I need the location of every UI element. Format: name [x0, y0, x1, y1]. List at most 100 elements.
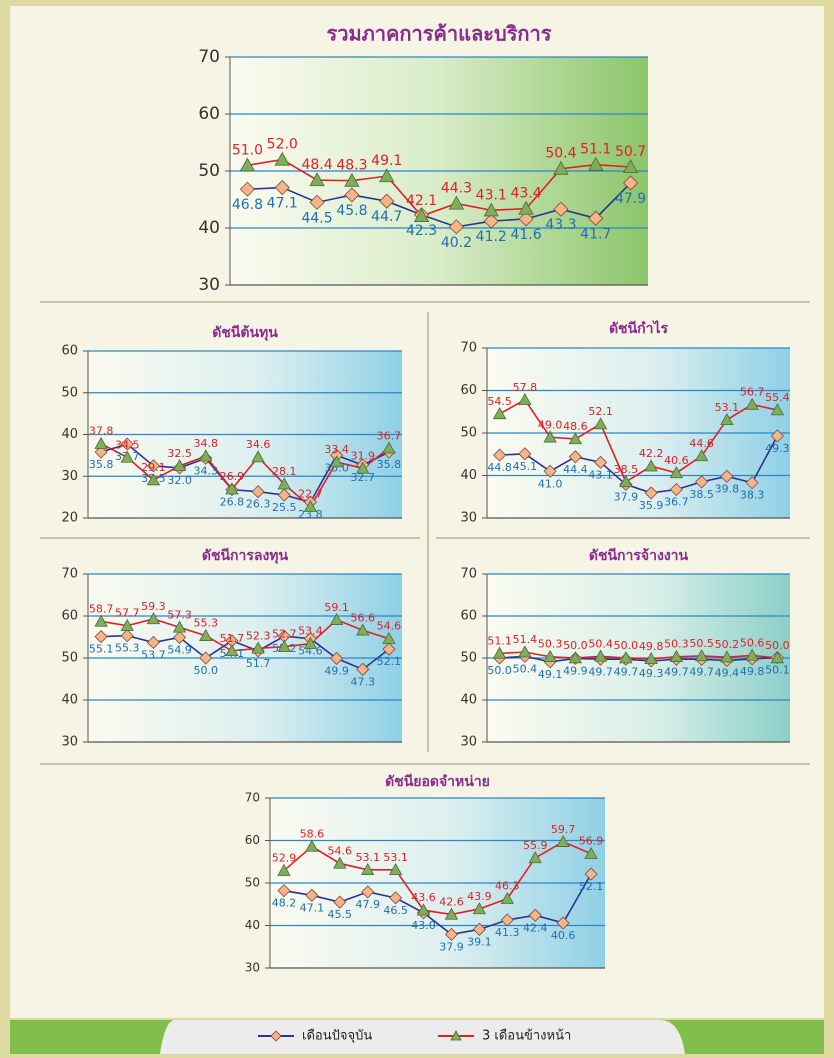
point-marker	[588, 156, 604, 171]
data-label: 58.7	[89, 602, 114, 615]
point-marker	[745, 648, 759, 661]
y-tick-label: 70	[245, 791, 260, 805]
data-label: 49.8	[740, 665, 765, 678]
data-label: 49.3	[765, 442, 790, 455]
point-marker	[448, 219, 464, 235]
point-marker	[303, 636, 318, 649]
y-tick-label: 30	[245, 961, 260, 975]
point-marker	[448, 195, 465, 210]
data-label: 50.0	[614, 639, 639, 652]
data-label: 47.1	[300, 901, 325, 914]
point-marker	[413, 208, 430, 223]
y-tick-label: 50	[460, 426, 477, 441]
data-label: 57.7	[115, 607, 140, 620]
data-label: 45.1	[513, 460, 538, 473]
point-marker	[745, 476, 759, 490]
point-marker	[277, 884, 291, 898]
data-label: 38.5	[614, 463, 639, 476]
data-label: 51.4	[513, 633, 538, 646]
y-tick-label: 70	[61, 567, 78, 582]
point-marker	[553, 201, 569, 217]
data-label: 34.8	[194, 437, 219, 450]
y-tick-label: 40	[61, 693, 78, 708]
point-marker	[622, 159, 639, 174]
data-label: 51.1	[487, 634, 512, 647]
point-marker	[344, 187, 360, 203]
data-label: 42.1	[406, 193, 437, 209]
data-label: 34.3	[194, 464, 219, 477]
data-label: 40.2	[441, 235, 472, 251]
point-marker	[543, 649, 557, 662]
y-tick-label: 30	[61, 735, 78, 750]
data-label: 38.5	[689, 488, 714, 501]
y-tick-label: 70	[460, 341, 477, 356]
data-label: 33.4	[324, 443, 349, 456]
point-marker	[277, 488, 291, 502]
data-label: 56.9	[579, 835, 604, 848]
point-marker	[146, 612, 161, 625]
data-label: 52.9	[272, 852, 297, 865]
point-marker	[309, 194, 325, 210]
point-marker	[556, 834, 570, 847]
point-marker	[146, 459, 160, 473]
data-label: 45.8	[336, 203, 367, 219]
point-marker	[584, 846, 598, 859]
data-label: 49.7	[664, 665, 689, 678]
point-marker	[553, 160, 569, 175]
point-marker	[379, 168, 395, 183]
point-marker	[694, 449, 709, 462]
data-label: 49.1	[371, 153, 402, 169]
point-marker	[225, 482, 239, 495]
data-label: 41.6	[510, 227, 541, 243]
point-marker	[333, 895, 347, 909]
data-label: 50.4	[513, 662, 538, 675]
data-label: 50.0	[487, 664, 512, 677]
point-marker	[382, 642, 396, 656]
data-label: 51.1	[580, 142, 611, 158]
data-label: 44.4	[563, 463, 588, 476]
point-marker	[770, 651, 785, 664]
data-label: 54.6	[377, 620, 402, 633]
point-marker	[483, 202, 499, 217]
point-marker	[518, 200, 534, 215]
data-label: 50.7	[615, 144, 646, 160]
point-marker	[274, 179, 290, 196]
point-marker	[416, 903, 431, 916]
point-marker	[518, 645, 532, 658]
data-label: 50.5	[689, 637, 714, 650]
chart-title: ดัชนีการจ้างงาน	[589, 548, 689, 564]
data-label: 41.2	[476, 229, 507, 245]
y-tick-label: 60	[61, 344, 78, 359]
point-marker	[594, 455, 608, 469]
point-marker	[770, 403, 785, 416]
point-marker	[277, 863, 291, 876]
series-line	[499, 398, 778, 484]
data-label: 55.3	[115, 642, 140, 655]
data-label: 52.7	[272, 628, 297, 641]
point-marker	[225, 644, 239, 657]
data-label: 49.7	[614, 665, 639, 678]
data-label: 54.6	[328, 844, 353, 857]
chart-title: ดัชนีต้นทุน	[212, 325, 278, 341]
data-label: 37.8	[89, 425, 114, 438]
point-marker	[303, 499, 318, 512]
point-marker	[543, 430, 557, 443]
data-label: 39.8	[715, 482, 740, 495]
point-marker	[500, 913, 514, 927]
series-line	[247, 158, 631, 217]
point-marker	[361, 885, 375, 899]
series-line	[283, 840, 592, 916]
data-label: 46.5	[383, 904, 408, 917]
point-marker	[146, 473, 161, 486]
point-marker	[593, 649, 608, 662]
y-tick-label: 50	[198, 161, 220, 181]
data-label: 43.9	[467, 890, 492, 903]
y-tick-label: 50	[61, 651, 78, 666]
data-label: 47.9	[355, 898, 380, 911]
point-marker	[444, 927, 459, 941]
point-marker	[388, 863, 403, 876]
data-label: 39.1	[467, 935, 492, 948]
point-marker	[568, 432, 583, 445]
point-marker	[94, 630, 108, 644]
